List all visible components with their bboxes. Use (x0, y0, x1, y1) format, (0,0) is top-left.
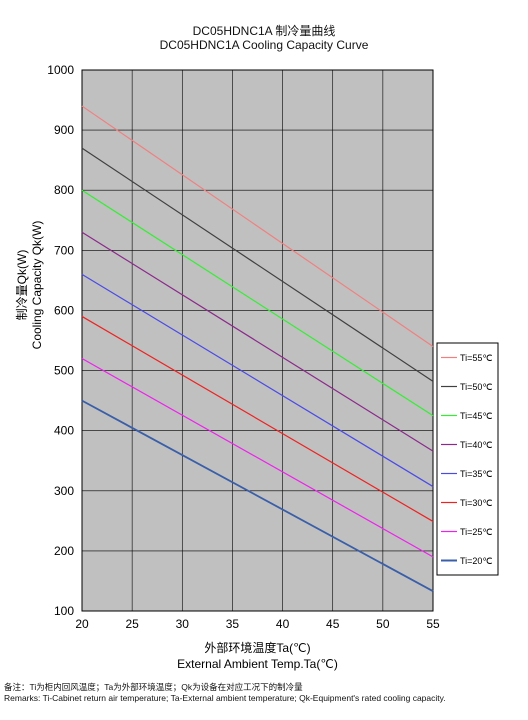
legend-label: Ti=55℃ (460, 353, 493, 363)
legend-label: Ti=25℃ (460, 527, 493, 537)
series-line (81, 147, 434, 382)
series-line (81, 358, 434, 558)
series-line (81, 315, 434, 522)
y-tick-label: 300 (54, 484, 74, 498)
y-tick-label: 800 (54, 183, 74, 197)
legend-box (436, 342, 499, 576)
legend-label: Ti=20℃ (460, 556, 493, 566)
chart-subtitle: DC05HDNC1A Cooling Capacity Curve (159, 38, 369, 52)
series-line (81, 231, 434, 452)
y-tick-label: 200 (54, 544, 74, 558)
y-tick-label: 500 (54, 364, 74, 378)
x-tick-label: 45 (326, 617, 340, 631)
x-axis-title: 外部环境温度Ta(℃) (204, 640, 310, 655)
legend-label: Ti=40℃ (460, 440, 493, 450)
y-axis-title-en: Cooling Capacity Qk(W) (30, 221, 44, 350)
cooling-capacity-chart: 20 25 30 35 40 45 50 55 100 200 300 400 500 600 700 800… (15, 63, 499, 671)
remarks-en: Remarks: Ti-Cabinet return air temperatu… (4, 693, 446, 703)
chart-title: DC05HDNC1A 制冷量曲线 (192, 24, 336, 38)
x-tick-label: 30 (176, 617, 190, 631)
remarks: 备注：Ti为柜内回风温度；Ta为外部环境温度；Qk为设备在对应工况下的制冷量 R… (4, 682, 524, 704)
x-tick-label: 35 (226, 617, 240, 631)
y-tick-label: 600 (54, 303, 74, 317)
y-tick-label: 900 (54, 123, 74, 137)
legend-label: Ti=50℃ (460, 382, 493, 392)
plot-area (81, 69, 434, 612)
x-tick-label: 40 (276, 617, 290, 631)
x-tick-label: 20 (75, 617, 89, 631)
legend-label: Ti=35℃ (460, 469, 493, 479)
x-axis-title-en: External Ambient Temp.Ta(℃) (177, 657, 338, 671)
y-tick-label: 100 (54, 604, 74, 618)
y-tick-label: 1000 (47, 63, 74, 77)
series-line (81, 273, 434, 488)
series-line (81, 399, 434, 592)
y-tick-label: 400 (54, 424, 74, 438)
y-tick-label: 700 (54, 243, 74, 257)
y-axis-title: 制冷量Qk(W) (15, 250, 29, 321)
series-line (81, 189, 434, 417)
series-line (81, 105, 434, 348)
x-tick-label: 50 (376, 617, 390, 631)
remarks-cn: 备注：Ti为柜内回风温度；Ta为外部环境温度；Qk为设备在对应工况下的制冷量 (4, 682, 303, 692)
legend-label: Ti=45℃ (460, 411, 493, 421)
x-tick-label: 55 (426, 617, 440, 631)
legend-label: Ti=30℃ (460, 498, 493, 508)
x-tick-label: 25 (125, 617, 139, 631)
